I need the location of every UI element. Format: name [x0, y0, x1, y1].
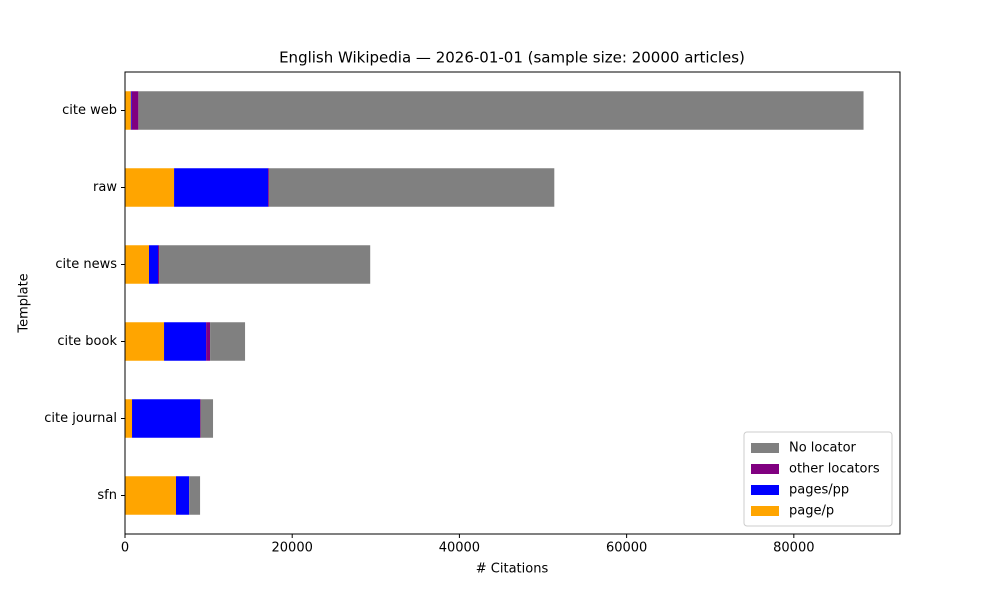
bar-segment	[138, 91, 864, 130]
bar-segment	[206, 322, 211, 361]
bar-segment	[148, 245, 159, 284]
bar-segment	[159, 245, 371, 284]
bar-segment	[125, 168, 175, 207]
y-tick-label: cite journal	[44, 411, 117, 426]
legend-label: pages/pp	[789, 483, 849, 498]
x-axis-label: # Citations	[476, 562, 549, 577]
y-tick-label: cite news	[55, 257, 117, 272]
bar-segment	[125, 399, 133, 438]
bar-segment	[125, 91, 131, 130]
bar-segment	[158, 245, 160, 284]
legend-box	[743, 431, 893, 527]
legend-swatch	[751, 443, 779, 453]
x-tick-label: 60000	[606, 541, 647, 556]
legend-label: other locators	[789, 462, 880, 477]
legend-swatch	[751, 485, 779, 495]
bar-segment	[175, 476, 190, 515]
bar-segment	[125, 245, 149, 284]
y-tick-label: raw	[93, 180, 117, 195]
x-tick-label: 20000	[272, 541, 313, 556]
x-tick-label: 40000	[439, 541, 480, 556]
legend-swatch	[751, 464, 779, 474]
bar-segment	[268, 168, 269, 207]
bar-segment	[132, 399, 201, 438]
x-tick-label: 80000	[773, 541, 814, 556]
y-tick-label: sfn	[97, 488, 117, 503]
bar-segment	[200, 399, 214, 438]
plot-frame	[124, 71, 901, 535]
y-tick-label: cite book	[57, 334, 117, 349]
legend-swatch	[751, 506, 779, 516]
bar-segment	[210, 322, 246, 361]
x-tick-label: 0	[121, 541, 129, 556]
bar-segment	[189, 476, 201, 515]
bar-segment	[164, 322, 207, 361]
y-axis-label: Template	[17, 273, 32, 333]
bar-segment	[174, 168, 269, 207]
chart-title: English Wikipedia — 2026-01-01 (sample s…	[279, 49, 745, 67]
bar-segment	[131, 91, 139, 130]
bar-segment	[125, 322, 165, 361]
bar-segment	[268, 168, 555, 207]
bar-segment	[125, 476, 176, 515]
legend-label: page/p	[789, 504, 834, 519]
y-tick-label: cite web	[62, 103, 117, 118]
legend-label: No locator	[789, 441, 857, 456]
bar-segment	[130, 91, 132, 130]
